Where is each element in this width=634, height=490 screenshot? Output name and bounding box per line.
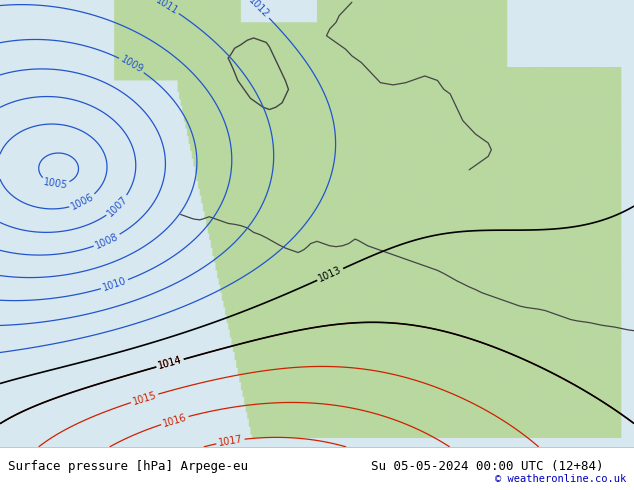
Text: 1010: 1010	[101, 276, 127, 293]
Text: 1017: 1017	[217, 434, 243, 448]
Text: 1006: 1006	[70, 192, 96, 212]
Text: 1016: 1016	[162, 412, 188, 429]
Text: 1009: 1009	[119, 54, 145, 75]
Text: 1012: 1012	[247, 0, 271, 20]
Text: 1011: 1011	[154, 0, 180, 17]
Text: 1008: 1008	[94, 231, 120, 250]
Text: 1007: 1007	[105, 194, 130, 218]
Text: 1015: 1015	[131, 390, 158, 407]
Text: 1013: 1013	[317, 265, 344, 284]
Text: 1014: 1014	[157, 355, 183, 371]
Text: Surface pressure [hPa] Arpege-eu: Surface pressure [hPa] Arpege-eu	[8, 460, 248, 473]
Text: © weatheronline.co.uk: © weatheronline.co.uk	[495, 473, 626, 484]
Text: 1005: 1005	[42, 177, 68, 191]
Text: 1014: 1014	[157, 355, 183, 371]
Text: Su 05-05-2024 00:00 UTC (12+84): Su 05-05-2024 00:00 UTC (12+84)	[371, 460, 604, 473]
